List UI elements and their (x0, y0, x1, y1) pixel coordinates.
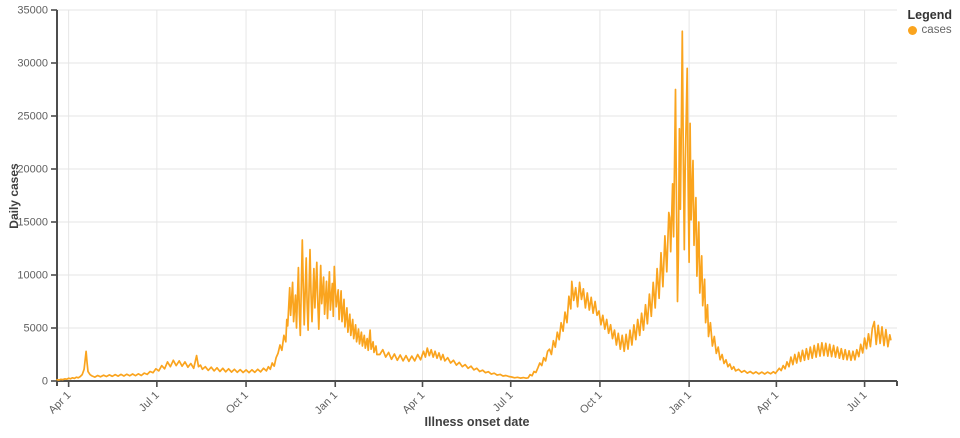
x-tick-label: Apr 1 (47, 389, 74, 416)
legend-title: Legend (907, 8, 952, 22)
x-tick-label: Jul 1 (491, 389, 516, 414)
x-tick-label-group: Oct 1 (224, 389, 251, 416)
y-tick-label: 35000 (17, 5, 48, 17)
legend: Legend cases (907, 8, 952, 36)
legend-item-cases[interactable]: cases (907, 24, 952, 36)
axes: 0 5000 10000 15000 20000 25000 30000 35000 Apr 1… (17, 5, 898, 417)
x-tick-label-group: Jul 1 (491, 389, 516, 414)
x-tick-label: Oct 1 (578, 389, 605, 416)
gridlines (57, 9, 897, 381)
x-tick-label-group: Apr 1 (754, 389, 781, 416)
x-tick-label: Jan 1 (313, 389, 341, 417)
x-tick-label-group: Oct 1 (578, 389, 605, 416)
x-tick-label-group: Jul 1 (845, 389, 870, 414)
y-tick-label: 30000 (17, 58, 48, 70)
x-tick-label: Jan 1 (667, 389, 695, 417)
y-tick-label: 5000 (24, 323, 48, 335)
x-tick-label-group: Jul 1 (137, 389, 162, 414)
x-tick-label-group: Jan 1 (667, 389, 695, 417)
y-tick-label: 25000 (17, 111, 48, 123)
cases-line-series[interactable] (56, 30, 892, 381)
x-tick-label-group: Apr 1 (400, 389, 427, 416)
y-tick-label: 0 (42, 376, 48, 388)
x-tick-label: Apr 1 (400, 389, 427, 416)
y-tick-label: 20000 (17, 164, 48, 176)
y-axis-title: Daily cases (7, 163, 21, 229)
cases-marker-dot (907, 25, 917, 35)
x-tick-label: Jul 1 (137, 389, 162, 414)
y-tick-label: 15000 (17, 217, 48, 229)
x-tick-label: Jul 1 (845, 389, 870, 414)
x-tick-label: Oct 1 (224, 389, 251, 416)
x-tick-label-group: Apr 1 (47, 389, 74, 416)
legend-item-label: cases (921, 24, 952, 36)
x-axis-title: Illness onset date (424, 415, 530, 429)
y-tick-label: 10000 (17, 270, 48, 282)
x-tick-label-group: Jan 1 (313, 389, 341, 417)
x-tick-label: Apr 1 (754, 389, 781, 416)
